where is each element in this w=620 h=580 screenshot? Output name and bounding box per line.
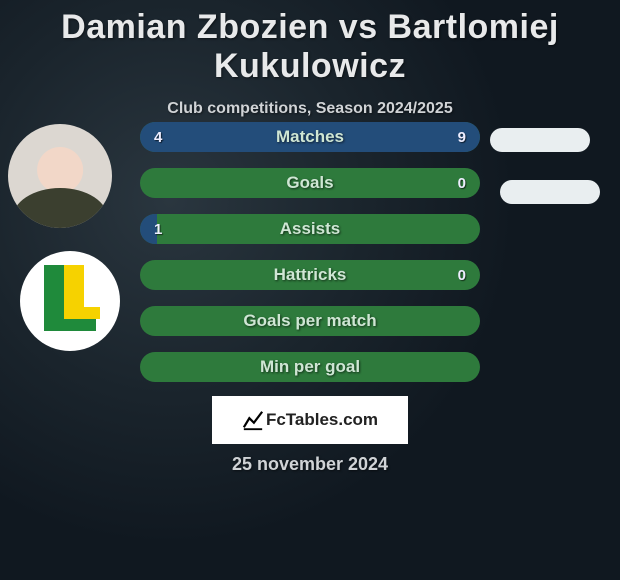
side-pellet <box>500 180 600 204</box>
chart-icon <box>242 409 264 431</box>
page-title: Damian Zbozien vs Bartlomiej Kukulowicz <box>0 0 620 86</box>
club-badge <box>20 251 120 351</box>
stat-bar: Assists1 <box>140 214 480 244</box>
stat-label: Goals per match <box>140 306 480 336</box>
player1-avatar <box>8 124 112 228</box>
stat-bar: Goals0 <box>140 168 480 198</box>
stat-value-left: 1 <box>154 214 162 244</box>
stat-bar: Hattricks0 <box>140 260 480 290</box>
brand-badge: FcTables.com <box>212 396 408 444</box>
stat-value-right: 9 <box>458 122 466 152</box>
stat-bar: Matches4 9 <box>140 122 480 152</box>
stat-value-left: 4 <box>154 122 162 152</box>
stat-label: Assists <box>140 214 480 244</box>
side-pellet <box>490 128 590 152</box>
stat-bar: Goals per match <box>140 306 480 336</box>
stat-value-right: 0 <box>458 168 466 198</box>
brand-text: FcTables.com <box>266 410 378 430</box>
stat-label: Min per goal <box>140 352 480 382</box>
snapshot-date: 25 november 2024 <box>0 454 620 475</box>
stats-bars: Matches49Goals0Assists1Hattricks0Goals p… <box>140 122 480 398</box>
stat-label: Hattricks <box>140 260 480 290</box>
stat-value-right: 0 <box>458 260 466 290</box>
season-subtitle: Club competitions, Season 2024/2025 <box>0 100 620 118</box>
stat-label: Goals <box>140 168 480 198</box>
stat-label: Matches <box>140 122 480 152</box>
stat-bar: Min per goal <box>140 352 480 382</box>
